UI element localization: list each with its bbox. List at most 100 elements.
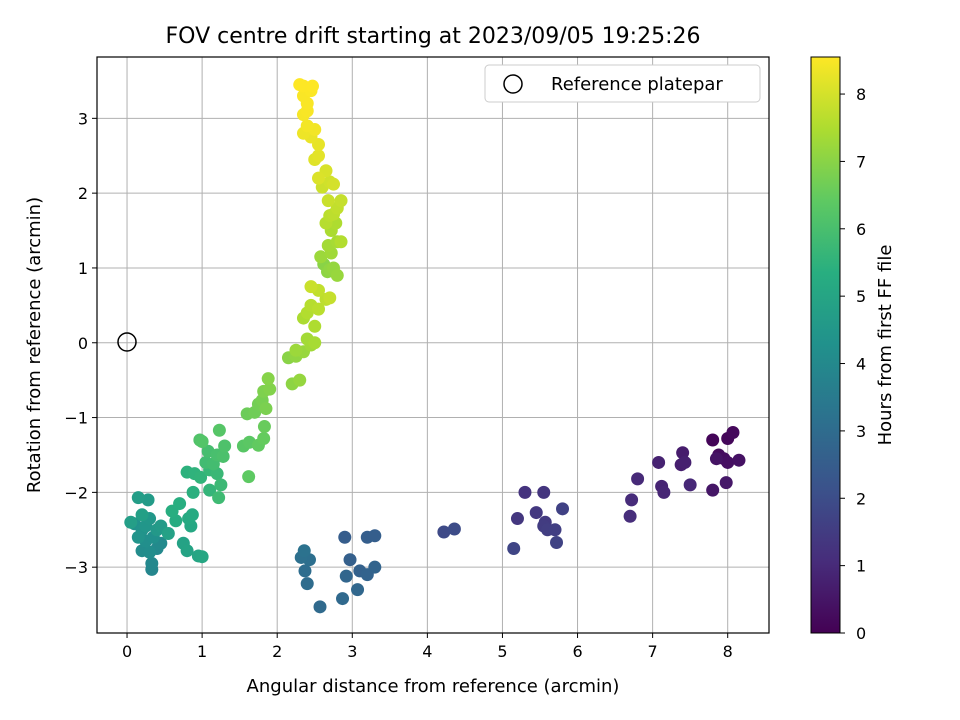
data-point bbox=[368, 529, 382, 543]
data-point bbox=[212, 491, 226, 505]
data-point bbox=[719, 476, 733, 490]
data-point bbox=[721, 455, 735, 469]
colorbar-tick-label: 0 bbox=[856, 624, 866, 643]
data-point bbox=[263, 382, 277, 396]
data-point bbox=[706, 483, 720, 497]
y-tick-label: −1 bbox=[64, 409, 88, 428]
data-point bbox=[330, 268, 344, 282]
data-points bbox=[124, 78, 746, 614]
data-point bbox=[173, 497, 187, 511]
data-point bbox=[447, 522, 461, 536]
data-point bbox=[368, 560, 382, 574]
legend-reference-marker bbox=[503, 74, 523, 94]
colorbar-gradient bbox=[810, 56, 841, 634]
data-point bbox=[218, 439, 232, 453]
data-point bbox=[186, 485, 200, 499]
x-tick-label: 1 bbox=[197, 642, 207, 661]
data-point bbox=[343, 553, 357, 567]
data-point bbox=[678, 455, 692, 469]
legend-reference-label: Reference platepar bbox=[551, 74, 723, 95]
data-point bbox=[556, 502, 570, 516]
data-point bbox=[297, 544, 311, 558]
colorbar-tick-label: 3 bbox=[856, 422, 866, 441]
data-point bbox=[308, 336, 322, 350]
data-point bbox=[652, 455, 666, 469]
data-point bbox=[510, 512, 524, 526]
data-point bbox=[293, 78, 307, 92]
data-point bbox=[216, 449, 230, 463]
data-point bbox=[300, 577, 314, 591]
colorbar: 0 1 2 3 4 5 6 7 8 Hours from first FF file bbox=[810, 56, 896, 643]
data-point bbox=[311, 149, 325, 163]
data-point bbox=[195, 434, 209, 448]
colorbar-tick-label: 2 bbox=[856, 489, 866, 508]
data-point bbox=[242, 470, 256, 484]
colorbar-tick-label: 7 bbox=[856, 152, 866, 171]
data-point bbox=[548, 523, 562, 537]
data-point bbox=[203, 483, 217, 497]
colorbar-label: Hours from first FF file bbox=[875, 245, 896, 446]
colorbar-tick-label: 1 bbox=[856, 557, 866, 576]
data-point bbox=[537, 485, 551, 499]
data-point bbox=[261, 372, 275, 386]
data-point bbox=[311, 302, 325, 316]
data-point bbox=[304, 280, 318, 294]
y-tick-label: 2 bbox=[78, 184, 88, 203]
data-point bbox=[293, 373, 307, 387]
data-point bbox=[257, 432, 271, 446]
x-tick-label: 6 bbox=[572, 642, 582, 661]
x-tick-label: 0 bbox=[122, 642, 132, 661]
data-point bbox=[323, 291, 337, 305]
data-point bbox=[180, 544, 194, 558]
data-point bbox=[289, 343, 303, 357]
x-tick-label: 8 bbox=[723, 642, 733, 661]
data-point bbox=[507, 541, 521, 555]
y-tick-label: 0 bbox=[78, 334, 88, 353]
grid-lines bbox=[97, 57, 769, 633]
data-point bbox=[308, 319, 322, 333]
data-point bbox=[338, 530, 352, 544]
reference-platepar-marker bbox=[117, 332, 137, 352]
data-point bbox=[259, 402, 273, 416]
data-point bbox=[212, 423, 226, 437]
data-point bbox=[631, 472, 645, 486]
data-point bbox=[550, 535, 564, 549]
y-tick-label: −2 bbox=[64, 483, 88, 502]
data-point bbox=[334, 194, 348, 208]
plot-frame bbox=[96, 56, 770, 634]
data-point bbox=[185, 508, 199, 522]
legend-box bbox=[484, 64, 761, 103]
x-axis-ticks: 0 1 2 3 4 5 6 7 8 bbox=[122, 633, 733, 661]
colorbar-ticks: 0 1 2 3 4 5 6 7 8 bbox=[840, 85, 866, 643]
y-axis-ticks: −3 −2 −1 0 1 2 3 bbox=[64, 109, 97, 577]
data-point bbox=[336, 592, 350, 606]
y-tick-label: 3 bbox=[78, 109, 88, 128]
data-point bbox=[625, 493, 639, 507]
colorbar-tick-label: 8 bbox=[856, 85, 866, 104]
data-point bbox=[124, 515, 138, 529]
data-point bbox=[683, 478, 697, 492]
data-point bbox=[257, 420, 271, 434]
data-point bbox=[313, 600, 327, 614]
data-point bbox=[143, 545, 157, 559]
y-axis-label: Rotation from reference (arcmin) bbox=[24, 197, 45, 493]
data-point bbox=[311, 171, 325, 185]
legend: Reference platepar bbox=[484, 64, 761, 103]
data-point bbox=[437, 525, 451, 539]
data-point bbox=[131, 491, 145, 505]
y-tick-label: 1 bbox=[78, 259, 88, 278]
data-point bbox=[726, 426, 740, 440]
data-point bbox=[657, 485, 671, 499]
data-point bbox=[298, 564, 312, 578]
data-point bbox=[194, 470, 208, 484]
x-axis-label: Angular distance from reference (arcmin) bbox=[247, 676, 620, 697]
data-point bbox=[327, 177, 341, 191]
x-tick-label: 7 bbox=[648, 642, 658, 661]
data-point bbox=[321, 194, 335, 208]
data-point bbox=[623, 509, 637, 523]
data-point bbox=[141, 493, 155, 507]
y-tick-label: −3 bbox=[64, 558, 88, 577]
x-tick-label: 5 bbox=[497, 642, 507, 661]
colorbar-tick-label: 4 bbox=[856, 355, 866, 374]
